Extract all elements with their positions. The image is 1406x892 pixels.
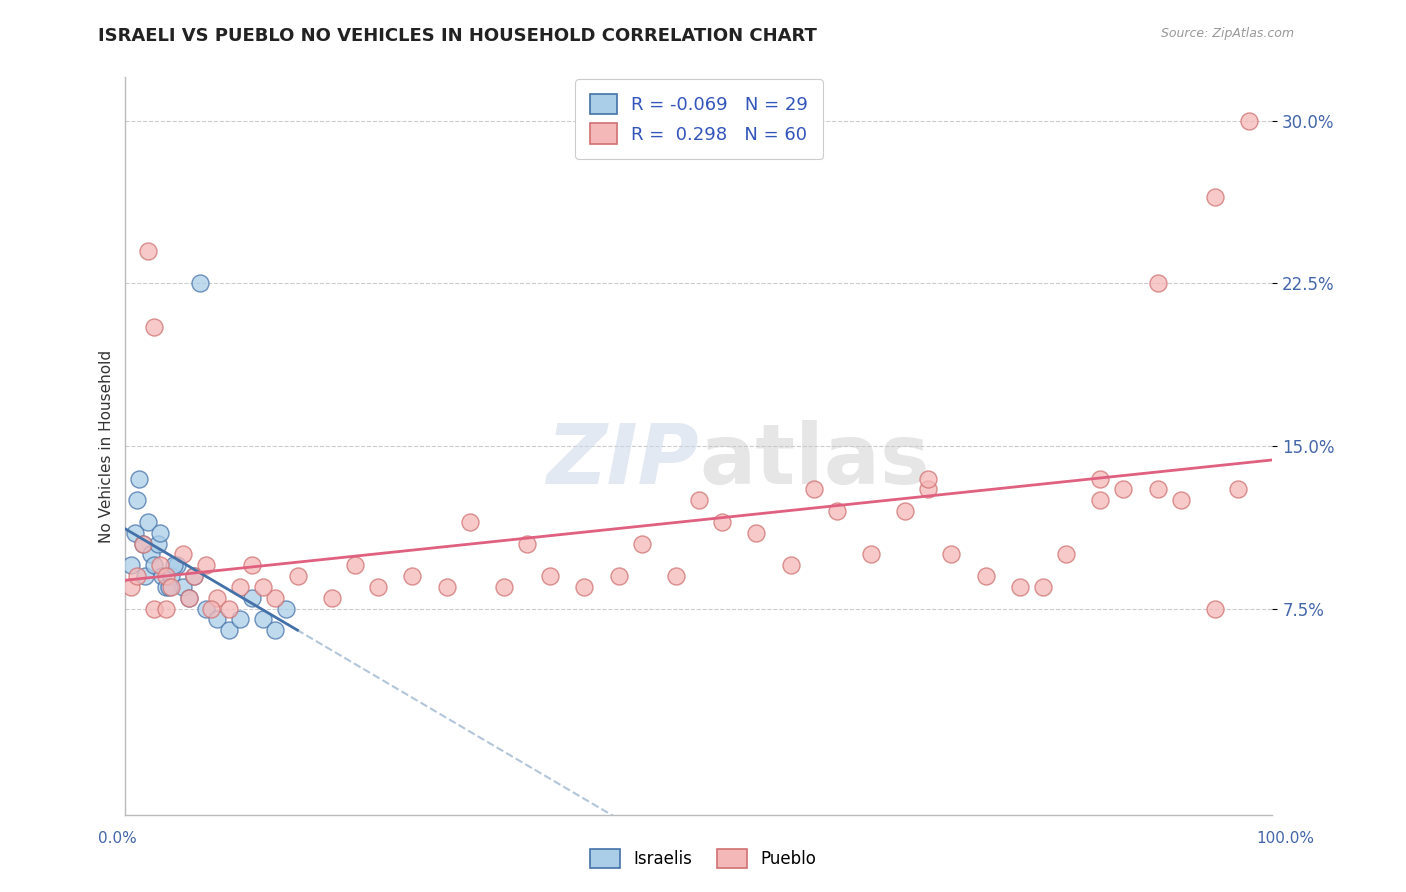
Point <box>188 277 211 291</box>
Point <box>941 548 963 562</box>
Point <box>120 580 142 594</box>
Point <box>155 580 177 594</box>
Point <box>343 558 366 573</box>
Point <box>240 558 263 573</box>
Point <box>218 624 240 638</box>
Point <box>229 580 252 594</box>
Point <box>917 471 939 485</box>
Point <box>205 591 228 605</box>
Point <box>229 612 252 626</box>
Point <box>1032 580 1054 594</box>
Point <box>688 493 710 508</box>
Point <box>263 591 285 605</box>
Point <box>665 569 688 583</box>
Point <box>128 471 150 485</box>
Point <box>200 601 222 615</box>
Point <box>143 319 166 334</box>
Point <box>1090 493 1112 508</box>
Point <box>143 558 166 573</box>
Point <box>1204 601 1226 615</box>
Point <box>194 601 217 615</box>
Point <box>274 601 297 615</box>
Point <box>177 591 200 605</box>
Point <box>183 569 205 583</box>
Point <box>172 580 194 594</box>
Legend: R = -0.069   N = 29, R =  0.298   N = 60: R = -0.069 N = 29, R = 0.298 N = 60 <box>575 79 823 159</box>
Point <box>240 591 263 605</box>
Point <box>120 558 142 573</box>
Point <box>1090 471 1112 485</box>
Point <box>150 569 173 583</box>
Text: 100.0%: 100.0% <box>1257 831 1315 846</box>
Y-axis label: No Vehicles in Household: No Vehicles in Household <box>100 350 114 542</box>
Point <box>160 569 183 583</box>
Point <box>803 483 825 497</box>
Point <box>263 624 285 638</box>
Point <box>155 569 177 583</box>
Text: Source: ZipAtlas.com: Source: ZipAtlas.com <box>1160 27 1294 40</box>
Point <box>917 483 939 497</box>
Point <box>287 569 309 583</box>
Point <box>710 515 733 529</box>
Point <box>160 580 183 594</box>
Point <box>125 493 148 508</box>
Point <box>172 548 194 562</box>
Text: ISRAELI VS PUEBLO NO VEHICLES IN HOUSEHOLD CORRELATION CHART: ISRAELI VS PUEBLO NO VEHICLES IN HOUSEHO… <box>98 27 817 45</box>
Text: ZIP: ZIP <box>547 420 699 501</box>
Point <box>630 536 652 550</box>
Point <box>745 525 768 540</box>
Point <box>607 569 630 583</box>
Point <box>1010 580 1032 594</box>
Point <box>131 536 153 550</box>
Point <box>458 515 481 529</box>
Point <box>252 580 274 594</box>
Point <box>574 580 596 594</box>
Point <box>516 536 538 550</box>
Point <box>1239 113 1261 128</box>
Point <box>1227 483 1250 497</box>
Point <box>894 504 917 518</box>
Point <box>143 601 166 615</box>
Point <box>538 569 561 583</box>
Point <box>859 548 882 562</box>
Point <box>1146 277 1168 291</box>
Point <box>1112 483 1135 497</box>
Point <box>131 536 153 550</box>
Point <box>436 580 458 594</box>
Point <box>157 580 180 594</box>
Point <box>138 515 160 529</box>
Point <box>492 580 515 594</box>
Point <box>138 244 160 258</box>
Point <box>149 525 172 540</box>
Point <box>252 612 274 626</box>
Text: atlas: atlas <box>699 420 929 501</box>
Point <box>1054 548 1077 562</box>
Point <box>205 612 228 626</box>
Point <box>183 569 205 583</box>
Point <box>124 525 146 540</box>
Point <box>194 558 217 573</box>
Point <box>139 548 162 562</box>
Point <box>166 558 188 573</box>
Point <box>134 569 156 583</box>
Point <box>155 601 177 615</box>
Point <box>1204 189 1226 203</box>
Point <box>974 569 997 583</box>
Point <box>779 558 801 573</box>
Point <box>177 591 200 605</box>
Point <box>149 558 172 573</box>
Legend: Israelis, Pueblo: Israelis, Pueblo <box>583 842 823 875</box>
Point <box>125 569 148 583</box>
Point <box>146 536 169 550</box>
Point <box>401 569 423 583</box>
Text: 0.0%: 0.0% <box>98 831 138 846</box>
Point <box>163 558 186 573</box>
Point <box>321 591 343 605</box>
Point <box>367 580 389 594</box>
Point <box>1170 493 1192 508</box>
Point <box>1146 483 1168 497</box>
Point <box>218 601 240 615</box>
Point <box>825 504 848 518</box>
